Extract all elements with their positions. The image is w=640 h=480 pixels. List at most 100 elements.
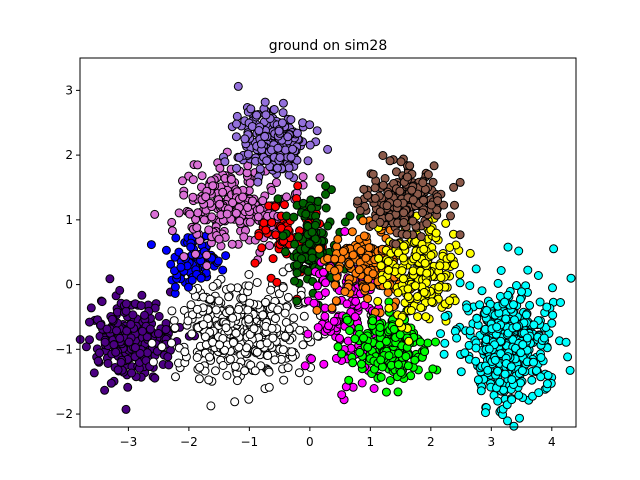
scatter-point [178,176,187,186]
scatter-point [514,246,524,256]
scatter-point [342,315,352,325]
scatter-point [167,226,177,236]
scatter-point [264,367,274,377]
scatter-point [397,266,407,276]
scatter-point [490,355,500,365]
scatter-point [262,338,272,348]
scatter-point [359,333,368,343]
scatter-point [315,173,325,183]
scatter-point [363,342,373,352]
scatter-point [278,108,288,118]
scatter-point [116,357,126,367]
scatter-point [100,337,110,347]
scatter-point [398,274,408,284]
scatter-point [446,211,455,221]
scatter-point [214,234,224,244]
scatter-point [356,246,366,256]
scatter-point [200,332,210,342]
scatter-point [383,288,393,297]
scatter-point [556,298,565,307]
scatter-point [89,368,99,378]
scatter-point [548,310,558,320]
scatter-point [243,149,253,159]
scatter-point [477,286,487,296]
y-tick-label: −2 [55,407,73,421]
scatter-point [225,354,235,364]
scatter-point [353,196,363,206]
scatter-point [312,126,322,136]
scatter-point [299,311,309,321]
scatter-point [250,366,260,376]
scatter-point [506,362,516,372]
scatter-point [194,374,204,384]
chart-title: ground on sim28 [269,38,388,54]
scatter-point [146,240,156,250]
scatter-point [196,273,206,283]
scatter-point [396,368,406,377]
scatter-point [465,326,475,336]
scatter-point [294,232,303,242]
scatter-point [220,157,230,167]
scatter-point [384,212,394,222]
scatter-point [304,239,314,249]
scatter-point [440,338,450,348]
scatter-point [440,312,450,321]
scatter-point [402,172,412,182]
scatter-point [252,347,262,357]
scatter-point [536,372,546,382]
scatter-point [411,252,421,262]
scatter-point [186,300,196,310]
scatter-point [179,252,189,262]
scatter-point [244,314,254,324]
scatter-point [549,244,559,254]
scatter-point [368,220,378,229]
scatter-point [321,189,330,199]
scatter-point [161,325,171,334]
scatter-point [222,371,232,380]
scatter-point [257,243,267,253]
scatter-point [258,310,268,320]
scatter-point [167,338,176,348]
scatter-point [122,326,132,336]
scatter-point [150,209,160,219]
scatter-point [142,348,152,358]
scatter-point [423,170,433,179]
scatter-point [419,287,429,297]
scatter-point [111,347,121,357]
scatter-point [344,375,354,385]
scatter-point [260,97,270,107]
scatter-point [289,313,299,323]
scatter-point [439,349,449,359]
scatter-point [393,387,403,397]
scatter-point [376,372,386,382]
scatter-point [394,349,404,358]
scatter-point [187,275,197,285]
scatter-point [403,284,413,294]
scatter-point [235,216,245,226]
scatter-point [221,251,231,261]
scatter-point [307,253,317,263]
scatter-point [563,352,573,362]
scatter-point [422,268,432,278]
scatter-point [385,156,395,166]
scatter-point [419,244,429,254]
scatter-point [270,202,280,212]
scatter-point [282,192,291,202]
scatter-point [243,305,253,315]
scatter-point [431,337,440,347]
scatter-point [227,239,237,249]
scatter-point [240,134,250,144]
scatter-point [496,266,506,275]
scatter-point [258,196,268,206]
scatter-point [515,294,525,304]
scatter-point [393,288,403,298]
x-tick-label: −1 [241,435,259,449]
scatter-point [205,294,215,304]
scatter-point [516,348,526,358]
scatter-point [405,161,415,171]
scatter-point [312,305,322,315]
scatter-point [475,300,485,310]
scatter-point [536,353,546,362]
scatter-point [170,282,180,292]
scatter-point [179,190,189,200]
